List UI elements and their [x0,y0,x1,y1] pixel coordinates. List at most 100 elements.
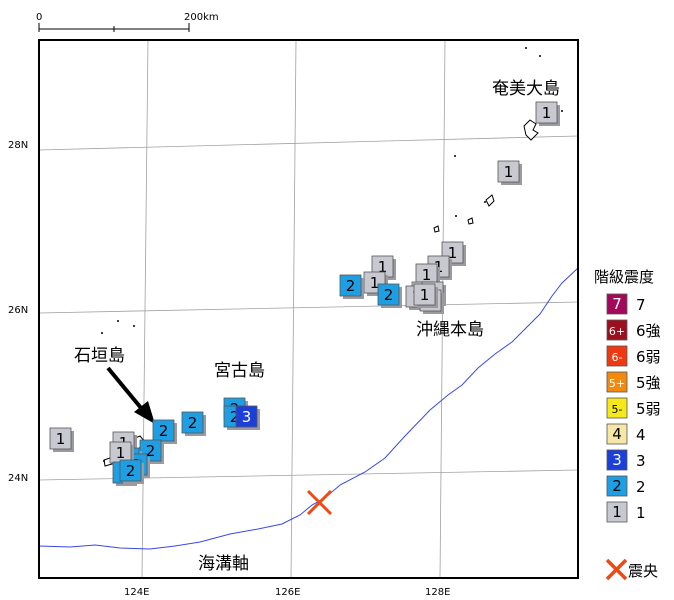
island-amami [523,119,539,141]
legend-label: 7 [636,296,646,314]
epicenter-marker [306,489,333,516]
legend-label: 5強 [636,374,661,392]
lat-label-26n: 26N [8,305,28,316]
intensity-marker-label: 1 [420,286,430,304]
lon-label-124e: 124E [124,587,149,598]
lat-label-28n: 28N [8,140,28,151]
legend: 階級震度 7 76+ 6強6- 6弱5+ 5強5- 5弱4 43 32 21 1 震央 [594,268,661,581]
intensity-marker: 2 [152,419,177,444]
island-small-1 [485,194,495,207]
intensity-marker-label: 1 [116,444,126,462]
intensity-marker-box [49,427,72,450]
legend-swatch [606,293,628,315]
legend-item: 6- 6弱 [606,345,661,367]
legend-swatch [606,397,628,419]
lon-label-128e: 128E [425,587,450,598]
intensity-marker-label: 2 [146,442,156,460]
intensity-marker-box [152,419,175,442]
legend-item: 5- 5弱 [606,397,661,419]
legend-swatch [606,449,628,471]
legend-label: 1 [636,504,646,522]
legend-swatch-label: 7 [612,295,622,313]
legend-swatch [606,475,628,497]
intensity-marker-box [413,283,436,306]
legend-swatch [606,319,628,341]
graticule [38,39,579,579]
legend-swatch-label: 6- [612,351,623,364]
legend-swatch [606,345,628,367]
label-miyako: 宮古島 [214,361,265,381]
intensity-marker-label: 2 [188,414,198,432]
intensity-marker-label: 1 [56,430,66,448]
legend-epicenter-icon [605,558,628,581]
intensity-marker-label: 1 [378,258,388,276]
legend-swatch [606,371,628,393]
intensity-marker-label: 2 [384,286,394,304]
intensity-marker-box [119,459,142,482]
intensity-marker-label: 2 [126,462,136,480]
legend-swatch [606,501,628,523]
intensity-marker-label: 1 [448,244,458,262]
label-ishigaki: 石垣島 [74,346,125,366]
scale-bar: 0 200km [36,12,219,32]
intensity-marker: 2 [181,411,206,436]
intensity-markers: 111111111111222223221221221 [49,101,560,486]
intensity-marker-label: 2 [346,277,356,295]
intensity-marker: 2 [377,283,402,308]
intensity-marker-label: 1 [542,104,552,122]
legend-swatch [606,423,628,445]
intensity-marker-box [339,274,362,297]
intensity-marker-label: 1 [504,163,514,181]
place-labels: 奄美大島 沖縄本島 宮古島 石垣島 海溝軸 [74,79,560,574]
legend-swatch-label: 4 [612,425,622,443]
lon-label-126e: 126E [275,587,300,598]
intensity-marker: 1 [535,101,560,126]
intensity-marker-label: 1 [370,274,380,292]
axis-labels: 28N 26N 24N 124E 126E 128E [8,140,450,598]
legend-label: 2 [636,478,646,496]
legend-epicenter-label: 震央 [628,562,658,580]
map-frame [38,39,579,579]
legend-label: 3 [636,452,646,470]
intensity-marker: 2 [339,274,364,299]
legend-swatch-label: 2 [612,477,622,495]
scale-bar-zero-label: 0 [36,12,42,23]
legend-label: 4 [636,426,646,444]
intensity-marker: 3 [235,405,260,430]
islet-dots [101,47,563,462]
label-trench: 海溝軸 [198,554,249,574]
scale-bar-end-label: 200km [184,12,219,23]
legend-swatch-label: 5+ [609,377,625,390]
label-okinawa: 沖縄本島 [416,320,484,340]
intensity-marker: 1 [49,427,74,452]
legend-item: 6+ 6強 [606,319,661,341]
intensity-marker: 1 [497,160,522,185]
intensity-marker-label: 2 [159,422,169,440]
legend-swatch-label: 6+ [609,325,625,338]
ishigaki-pointer-arrow [106,366,155,424]
intensity-marker-label: 3 [242,408,252,426]
label-amami: 奄美大島 [492,79,560,99]
intensity-marker-label: 2 [230,408,240,426]
island-small-2 [467,217,474,225]
legend-swatch-label: 3 [612,451,622,469]
coastline-islands [103,119,539,467]
intensity-marker-box [181,411,204,434]
legend-label: 6弱 [636,348,661,366]
island-small-3 [433,225,440,233]
trench-axis-line [38,267,579,550]
legend-label: 5弱 [636,400,661,418]
legend-swatch-label: 5- [612,403,623,416]
legend-title: 階級震度 [594,268,654,286]
intensity-marker: 1 [413,283,438,308]
legend-label: 6強 [636,322,661,340]
intensity-marker: 2 [119,459,144,484]
intensity-marker-box [497,160,520,183]
intensity-marker-label: 1 [422,266,432,284]
